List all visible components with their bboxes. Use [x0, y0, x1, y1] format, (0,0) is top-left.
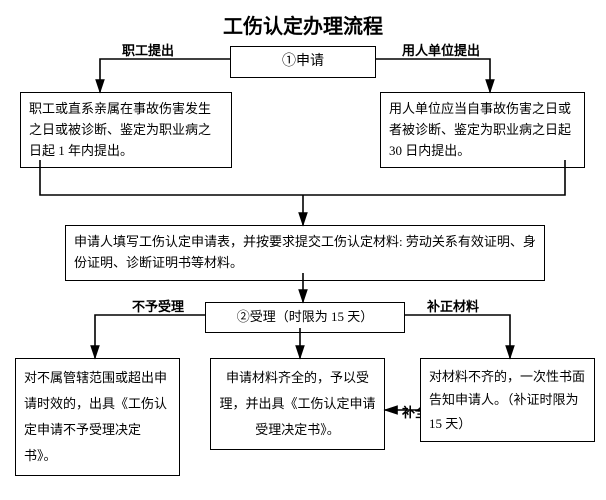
label-reject: 不予受理: [130, 296, 186, 315]
label-employee-submit: 职工提出: [120, 40, 176, 59]
materials-box: 申请人填写工伤认定申请表，并按要求提交工伤认定材料: 劳动关系有效证明、身份证明…: [65, 225, 545, 281]
reject-decision-box: 对不属管辖范围或超出申请时效的，出具《工伤认定申请不予受理决定书》。: [15, 358, 180, 476]
label-supplement: 补正材料: [425, 296, 481, 315]
employer-deadline-box: 用人单位应当自事故伤害之日或者被诊断、鉴定为职业病之日起 30 日内提出。: [380, 92, 585, 168]
employee-deadline-box: 职工或直系亲属在事故伤害发生之日或被诊断、鉴定为职业病之日起 1 年内提出。: [20, 92, 232, 168]
page-title: 工伤认定办理流程: [0, 10, 606, 39]
step2-box: ②受理（时限为 15 天）: [205, 302, 405, 333]
label-employer-submit: 用人单位提出: [400, 40, 482, 59]
accept-decision-box: 申请材料齐全的，予以受理，并出具《工伤认定申请受理决定书》。: [210, 358, 385, 450]
step1-box: ①申请: [230, 46, 376, 78]
supplement-notice-box: 对材料不齐的，一次性书面告知申请人。（补证时限为 15 天）: [420, 358, 595, 442]
